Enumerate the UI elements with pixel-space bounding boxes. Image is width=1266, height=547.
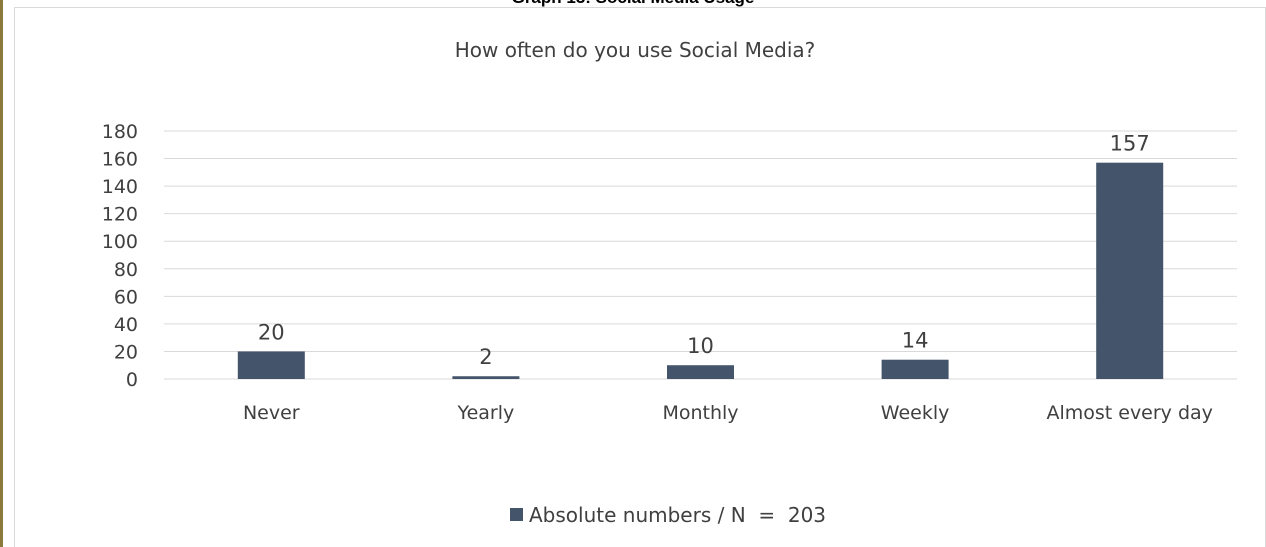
y-tick-label: 120 (102, 204, 138, 226)
bar (667, 365, 734, 379)
y-tick-label: 180 (102, 121, 138, 143)
y-tick-label: 60 (114, 286, 138, 308)
bar (881, 359, 949, 379)
category-label: Never (243, 402, 300, 424)
legend: Absolute numbers / N = 203 (510, 503, 826, 527)
bar-value-label: 157 (1110, 132, 1150, 156)
bars (237, 162, 1164, 379)
legend-label: Absolute numbers / N = 203 (529, 503, 826, 527)
x-axis-category-labels: Never Yearly Monthly Weekly Almost every day (243, 402, 1213, 424)
category-label: Weekly (881, 402, 950, 424)
category-label: Yearly (457, 402, 515, 424)
bar-value-label: 10 (687, 334, 714, 358)
category-label: Almost every day (1046, 402, 1212, 424)
bar (1096, 162, 1164, 379)
bar (237, 351, 305, 379)
page-left-rule (0, 0, 3, 547)
legend-swatch (510, 508, 523, 521)
y-tick-label: 160 (102, 149, 138, 171)
y-tick-label: 20 (114, 341, 138, 363)
data-labels: 20 2 10 14 157 (258, 132, 1150, 370)
bar (452, 376, 520, 379)
y-tick-label: 0 (126, 369, 138, 391)
bar-value-label: 14 (902, 329, 929, 353)
y-tick-label: 40 (114, 314, 138, 336)
category-label: Monthly (662, 402, 738, 424)
chart-frame (14, 7, 1266, 547)
y-tick-label: 80 (114, 259, 138, 281)
y-tick-label: 100 (102, 231, 138, 253)
bar-value-label: 20 (258, 320, 285, 344)
page-title: Graph 13: Social Media Usage (0, 0, 1266, 8)
y-axis-tick-labels: 0 20 40 60 80 100 120 140 160 180 (102, 121, 138, 391)
chart-title: How often do you use Social Media? (455, 38, 816, 62)
bar-value-label: 2 (479, 345, 492, 369)
y-tick-label: 140 (102, 176, 138, 198)
